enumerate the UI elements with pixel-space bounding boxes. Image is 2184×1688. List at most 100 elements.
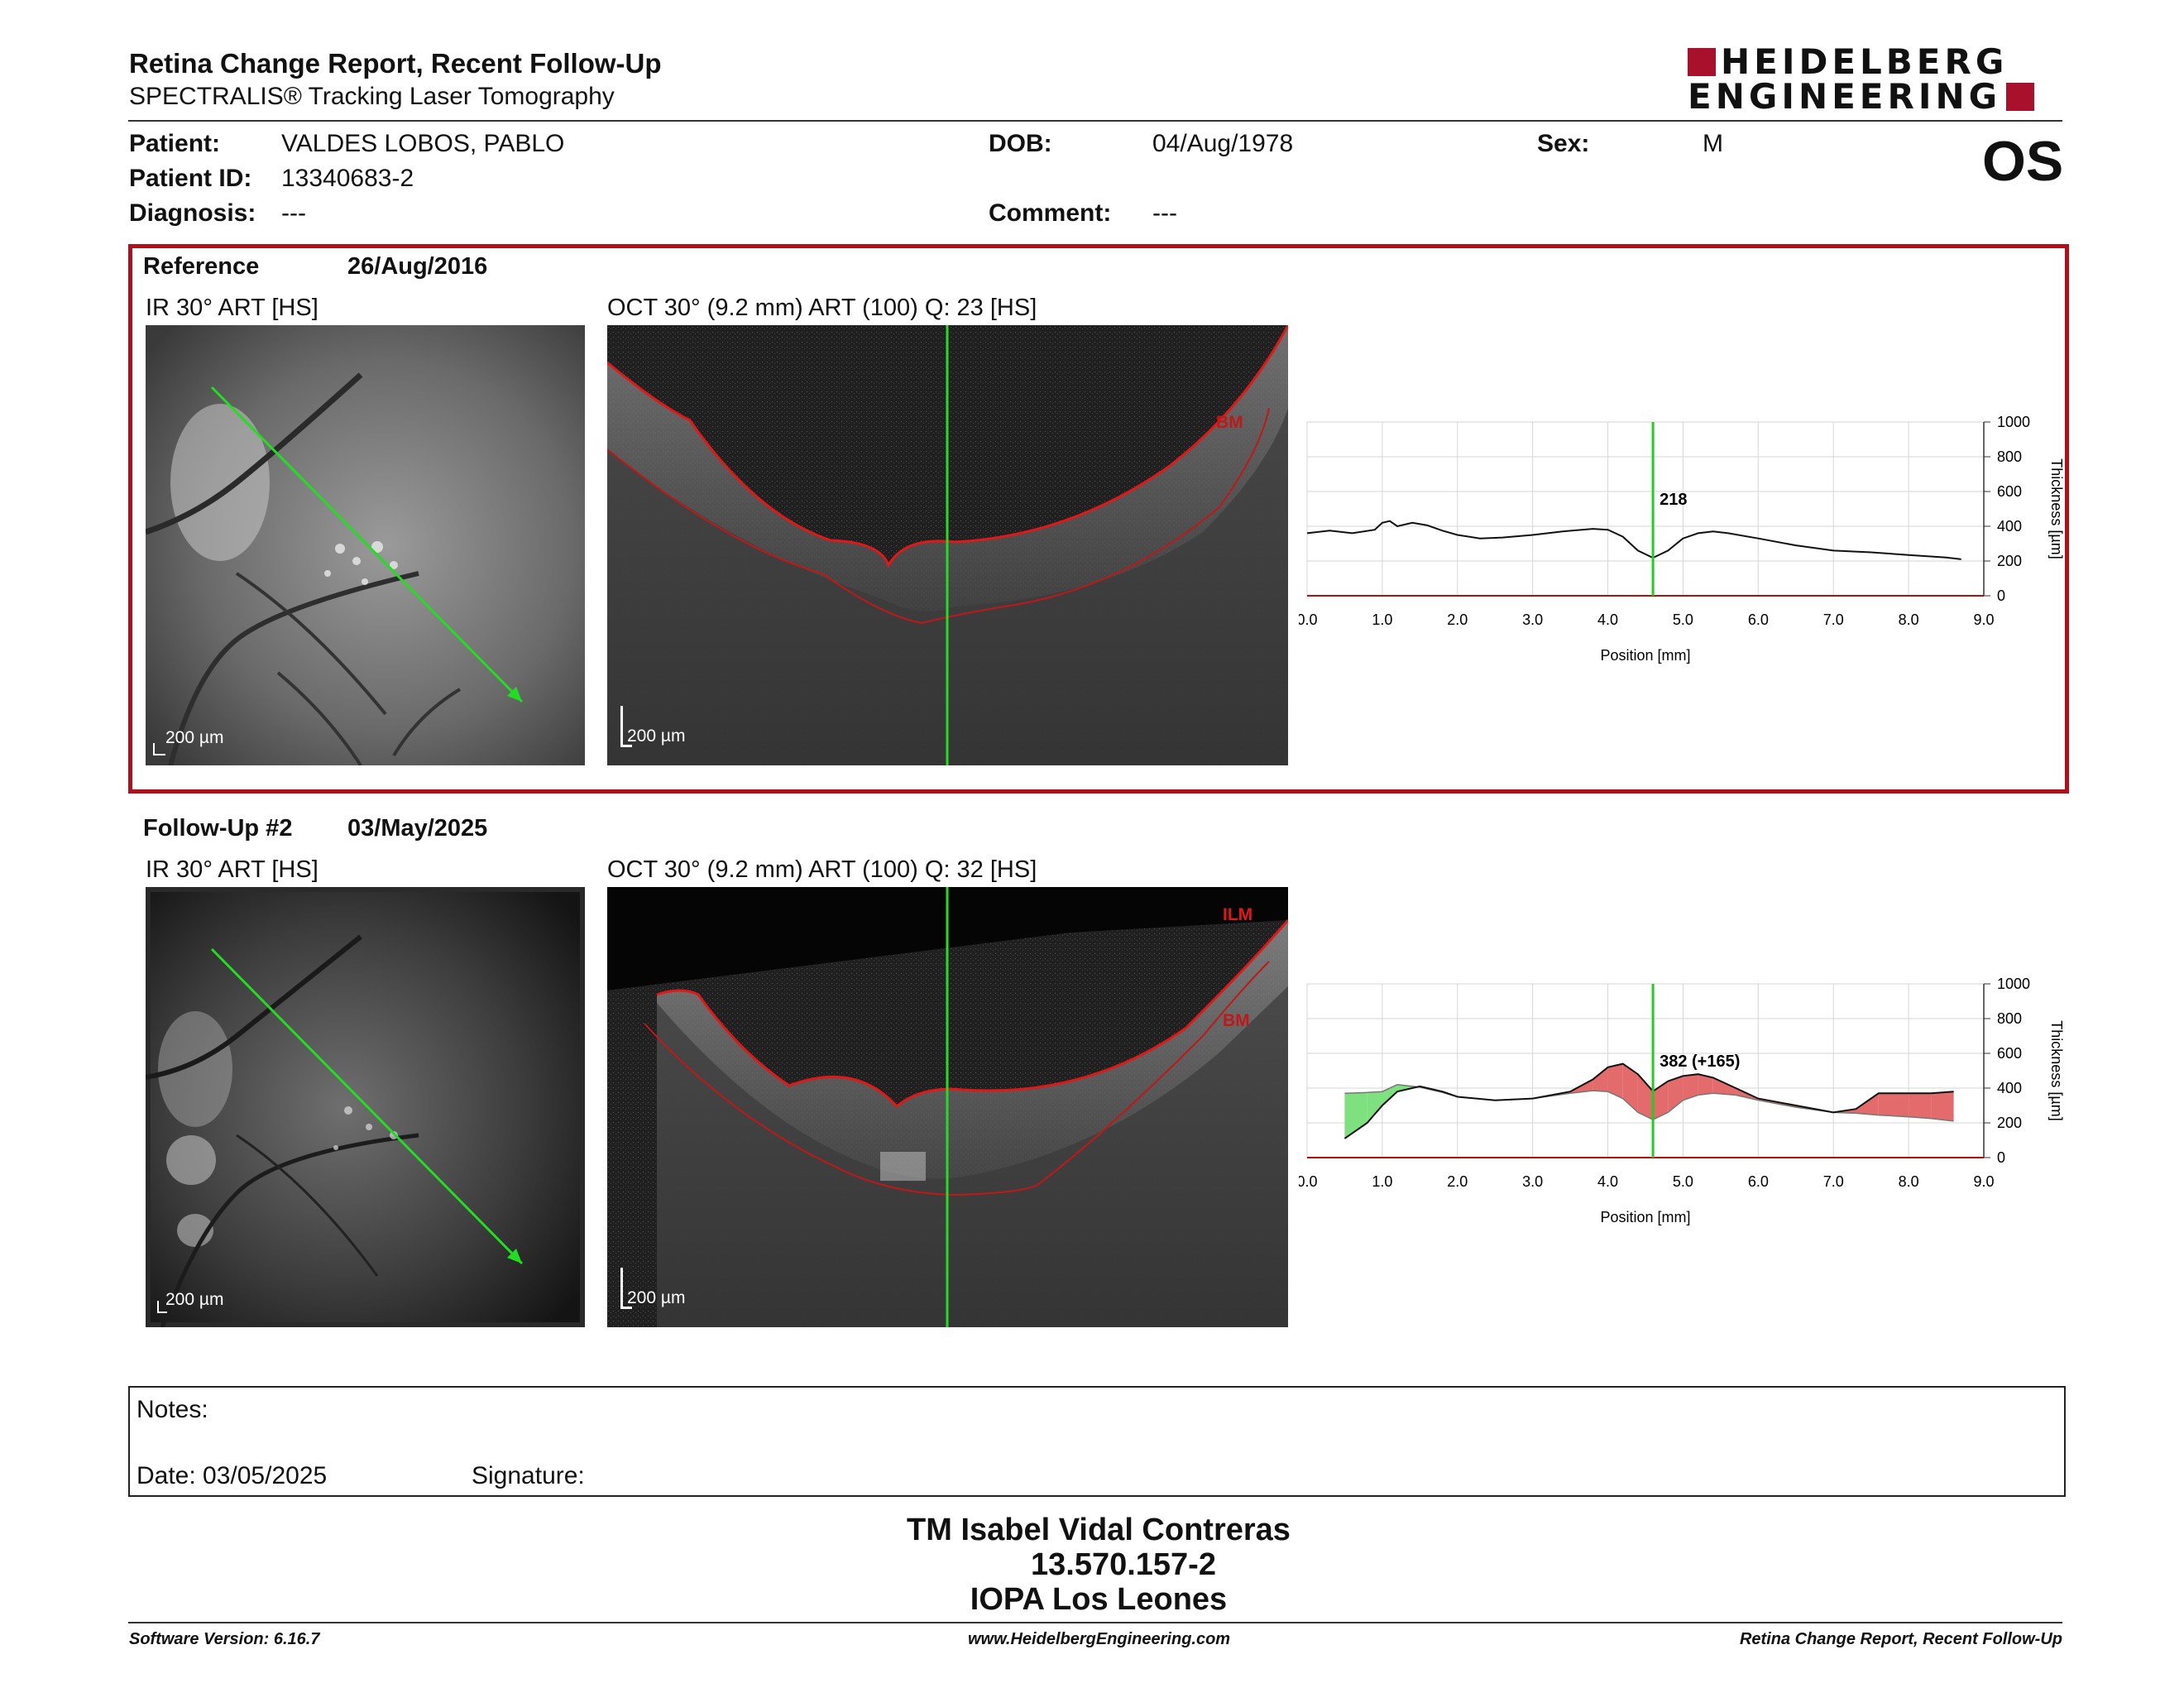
comment-value: --- [1152, 199, 1177, 227]
x-tick-label: 9.0 [1973, 1173, 1994, 1190]
diagnosis-value: --- [281, 199, 306, 227]
thickness-increase-area [1856, 1093, 1879, 1115]
followup-oct-scale: 200 µm [627, 1288, 686, 1307]
y-tick-label: 200 [1997, 1115, 2022, 1131]
sex-value: M [1703, 130, 1723, 157]
bm-boundary [644, 961, 1270, 1196]
patient-id: 13340683-2 [281, 165, 414, 192]
comment-label: Comment: [989, 199, 1112, 227]
reference-ir-graphic [146, 325, 585, 765]
thickness-increase-area [1592, 1067, 1608, 1092]
y-tick-label: 1000 [1997, 414, 2030, 430]
followup-ir-image: 200 µm [146, 887, 585, 1327]
followup-ir-graphic [146, 892, 580, 1327]
x-tick-label: 5.0 [1673, 1173, 1693, 1190]
y-tick-label: 0 [1997, 587, 2005, 604]
notes-box[interactable]: Notes: Date: 03/05/2025 Signature: [128, 1386, 2066, 1497]
header-divider [128, 120, 2062, 122]
report-subtitle: SPECTRALIS® Tracking Laser Tomography [129, 83, 615, 110]
patient-name-label: Patient: [129, 130, 221, 157]
y-tick-label: 800 [1997, 1010, 2022, 1027]
followup-label: Follow-Up #2 [143, 815, 293, 842]
thickness-increase-area [1637, 1074, 1654, 1120]
thickness-increase-area [1622, 1063, 1638, 1113]
brand-logo: HEIDELBERG [1688, 41, 2009, 82]
followup-thickness-chart: 0.0 1.0 2.0 3.0 4.0 5.0 6.0 7.0 8.0 9.00 200 400 600… [1299, 976, 2065, 1225]
reference-oct-image: BM 200 µm [607, 325, 1288, 765]
thickness-increase-area [1668, 1076, 1684, 1113]
sex-label: Sex: [1537, 130, 1590, 157]
x-tick-label: 6.0 [1748, 1173, 1769, 1190]
scan-arrow-icon [507, 687, 522, 702]
reference-ir-image: 200 µm [146, 325, 585, 765]
x-tick-label: 8.0 [1899, 611, 1919, 628]
y-tick-label: 1000 [1997, 976, 2030, 992]
reference-ir-scale: 200 µm [165, 728, 224, 747]
x-tick-label: 6.0 [1748, 611, 1769, 628]
followup-ir-caption: IR 30° ART [HS] [146, 856, 318, 883]
signer-institution: IOPA Los Leones [970, 1582, 1228, 1617]
followup-bm-label: BM [1223, 1011, 1250, 1030]
y-tick-label: 600 [1997, 483, 2022, 500]
reference-thickness-chart: 0.0 1.0 2.0 3.0 4.0 5.0 6.0 7.0 8.0 9.00 200 400 600… [1299, 414, 2065, 664]
x-tick-label: 7.0 [1823, 611, 1844, 628]
x-tick-label: 4.0 [1597, 1173, 1618, 1190]
y-axis-label: Thickness [µm] [2048, 1020, 2065, 1120]
cursor-value-label: 218 [1660, 491, 1687, 509]
software-version: Software Version: 6.16.7 [129, 1630, 320, 1648]
reference-oct-caption: OCT 30° (9.2 mm) ART (100) Q: 23 [HS] [607, 295, 1037, 321]
reference-label: Reference [143, 253, 260, 280]
signature-label: Signature: [472, 1462, 585, 1489]
followup-thickness-line [1343, 1062, 1954, 1139]
x-tick-label: 3.0 [1522, 611, 1543, 628]
thickness-increase-area [1878, 1093, 1909, 1117]
x-tick-label: 2.0 [1447, 611, 1468, 628]
reference-oct-scale: 200 µm [627, 727, 686, 746]
thickness-line [1306, 520, 1961, 560]
y-tick-label: 400 [1997, 1080, 2022, 1096]
plot-area [1306, 983, 1985, 1158]
x-tick-label: 7.0 [1823, 1173, 1844, 1190]
thickness-decrease-area [1344, 1092, 1367, 1139]
report-title: Retina Change Report, Recent Follow-Up [129, 48, 662, 79]
thickness-increase-area [1931, 1091, 1954, 1121]
ilm-boundary [656, 919, 1288, 1109]
brand-line2: ENGINEERING [1688, 76, 2002, 117]
footer-report-name: Retina Change Report, Recent Follow-Up [1739, 1630, 2062, 1648]
x-tick-label: 3.0 [1522, 1173, 1543, 1190]
x-axis-label: Position [mm] [1600, 647, 1690, 664]
x-tick-label: 5.0 [1673, 611, 1693, 628]
thickness-decrease-area [1367, 1091, 1382, 1123]
x-tick-label: 4.0 [1597, 611, 1618, 628]
x-tick-label: 9.0 [1973, 611, 1994, 628]
patient-id-label: Patient ID: [129, 165, 252, 192]
brand-logo-line2: ENGINEERING [1688, 76, 2035, 117]
thickness-increase-area [1909, 1093, 1932, 1119]
diagnosis-label: Diagnosis: [129, 199, 256, 227]
scan-arrow-icon [507, 1249, 522, 1264]
signer-name: TM Isabel Vidal Contreras [907, 1513, 1291, 1547]
x-tick-label: 1.0 [1372, 1173, 1392, 1190]
brand-line1: HEIDELBERG [1721, 41, 2009, 82]
reference-section-border [128, 244, 2069, 794]
thickness-increase-area [1607, 1063, 1623, 1099]
patient-name: VALDES LOBOS, PABLO [281, 130, 565, 157]
bm-boundary [607, 407, 1270, 625]
reference-bm-label: BM [1216, 413, 1243, 432]
x-axis-label: Position [mm] [1600, 1209, 1690, 1225]
y-axis-label: Thickness [µm] [2048, 458, 2065, 559]
footer-divider [128, 1622, 2062, 1623]
x-tick-label: 0.0 [1299, 1173, 1318, 1190]
thickness-increase-area [1653, 1081, 1669, 1120]
x-tick-label: 8.0 [1899, 1173, 1919, 1190]
website-link[interactable]: www.HeidelbergEngineering.com [968, 1630, 1231, 1648]
scan-line [210, 947, 524, 1265]
y-tick-label: 0 [1997, 1149, 2005, 1166]
y-tick-label: 800 [1997, 448, 2022, 465]
notes-date: Date: 03/05/2025 [136, 1462, 328, 1489]
scan-line [210, 386, 524, 703]
followup-date: 03/May/2025 [347, 815, 488, 842]
thickness-increase-area [1698, 1074, 1713, 1096]
reference-ir-caption: IR 30° ART [HS] [146, 295, 318, 321]
followup-oct-image: ILM BM 200 µm [607, 887, 1288, 1327]
